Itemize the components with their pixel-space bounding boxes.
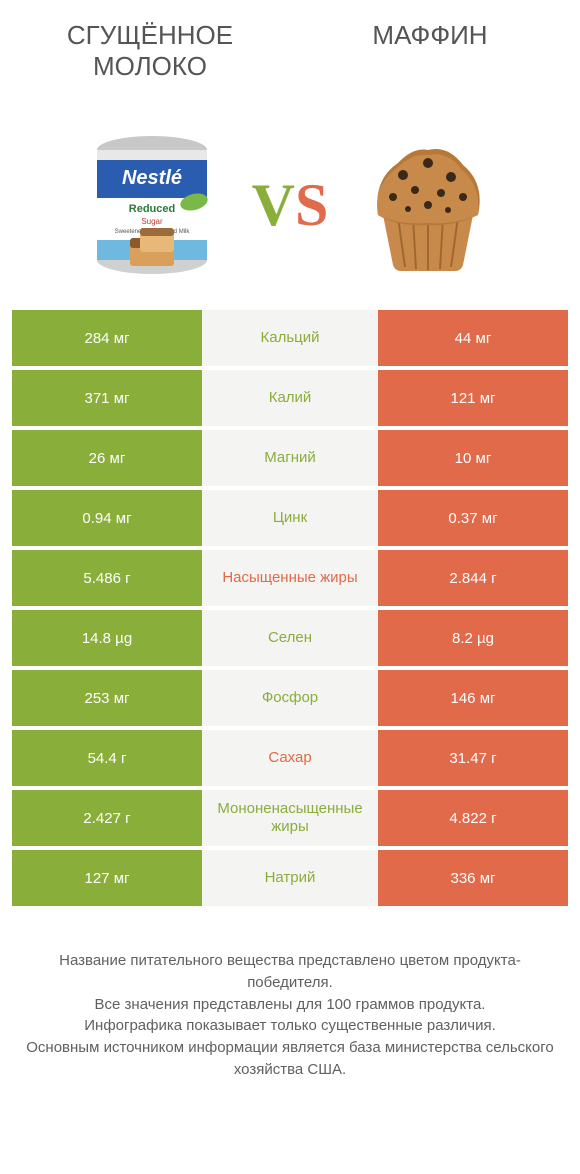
cell-nutrient-label: Цинк	[202, 490, 378, 546]
table-row: 5.486 гНасыщенные жиры2.844 г	[12, 550, 568, 606]
cell-right-value: 121 мг	[378, 370, 568, 426]
cell-nutrient-label: Сахар	[202, 730, 378, 786]
svg-text:Sugar: Sugar	[141, 217, 163, 226]
cell-left-value: 2.427 г	[12, 790, 202, 846]
cell-left-value: 26 мг	[12, 430, 202, 486]
header-right: МАФФИН	[290, 20, 570, 51]
cell-left-value: 253 мг	[12, 670, 202, 726]
product-image-left: Nestlé Reduced Sugar Sweetened Condensed…	[72, 130, 232, 280]
table-row: 14.8 µgСелен8.2 µg	[12, 610, 568, 666]
table-row: 284 мгКальций44 мг	[12, 310, 568, 366]
table-row: 2.427 гМононенасыщенные жиры4.822 г	[12, 790, 568, 846]
product-title-left: СГУЩЁННОЕ МОЛОКО	[10, 20, 290, 82]
cell-left-value: 14.8 µg	[12, 610, 202, 666]
cell-right-value: 31.47 г	[378, 730, 568, 786]
product-image-right	[348, 130, 508, 280]
cell-left-value: 127 мг	[12, 850, 202, 906]
comparison-table: 284 мгКальций44 мг371 мгКалий121 мг26 мг…	[0, 310, 580, 910]
vs-s: S	[295, 172, 328, 238]
table-row: 127 мгНатрий336 мг	[12, 850, 568, 906]
cell-nutrient-label: Натрий	[202, 850, 378, 906]
footer-text: Название питательного вещества представл…	[25, 950, 555, 1081]
vs-section: Nestlé Reduced Sugar Sweetened Condensed…	[0, 120, 580, 310]
cell-left-value: 284 мг	[12, 310, 202, 366]
cell-nutrient-label: Магний	[202, 430, 378, 486]
table-row: 371 мгКалий121 мг	[12, 370, 568, 426]
svg-text:Reduced: Reduced	[128, 203, 174, 215]
vs-label: VS	[252, 171, 329, 240]
condensed-milk-can-icon: Nestlé Reduced Sugar Sweetened Condensed…	[82, 130, 222, 280]
cell-left-value: 54.4 г	[12, 730, 202, 786]
header: СГУЩЁННОЕ МОЛОКО МАФФИН	[0, 0, 580, 120]
table-row: 0.94 мгЦинк0.37 мг	[12, 490, 568, 546]
cell-right-value: 8.2 µg	[378, 610, 568, 666]
cell-nutrient-label: Мононенасыщенные жиры	[202, 790, 378, 846]
header-left: СГУЩЁННОЕ МОЛОКО	[10, 20, 290, 82]
cell-right-value: 2.844 г	[378, 550, 568, 606]
table-row: 26 мгМагний10 мг	[12, 430, 568, 486]
cell-right-value: 146 мг	[378, 670, 568, 726]
cell-right-value: 336 мг	[378, 850, 568, 906]
cell-left-value: 5.486 г	[12, 550, 202, 606]
product-title-right: МАФФИН	[290, 20, 570, 51]
svg-text:Nestlé: Nestlé	[122, 167, 182, 189]
muffin-icon	[353, 135, 503, 275]
cell-right-value: 0.37 мг	[378, 490, 568, 546]
footer-note: Название питательного вещества представл…	[0, 910, 580, 1101]
table-row: 54.4 гСахар31.47 г	[12, 730, 568, 786]
cell-nutrient-label: Фосфор	[202, 670, 378, 726]
cell-right-value: 44 мг	[378, 310, 568, 366]
cell-nutrient-label: Селен	[202, 610, 378, 666]
cell-left-value: 0.94 мг	[12, 490, 202, 546]
cell-right-value: 10 мг	[378, 430, 568, 486]
vs-v: V	[252, 172, 295, 238]
cell-nutrient-label: Кальций	[202, 310, 378, 366]
cell-nutrient-label: Насыщенные жиры	[202, 550, 378, 606]
cell-left-value: 371 мг	[12, 370, 202, 426]
cell-nutrient-label: Калий	[202, 370, 378, 426]
cell-right-value: 4.822 г	[378, 790, 568, 846]
table-row: 253 мгФосфор146 мг	[12, 670, 568, 726]
